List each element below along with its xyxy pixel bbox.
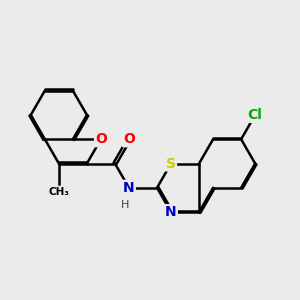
Text: S: S	[166, 157, 176, 170]
Text: O: O	[123, 132, 135, 146]
Text: H: H	[121, 200, 129, 210]
Text: Cl: Cl	[248, 108, 262, 122]
Text: N: N	[123, 181, 135, 195]
Text: CH₃: CH₃	[48, 187, 69, 196]
Text: N: N	[165, 205, 177, 219]
Text: O: O	[95, 132, 107, 146]
